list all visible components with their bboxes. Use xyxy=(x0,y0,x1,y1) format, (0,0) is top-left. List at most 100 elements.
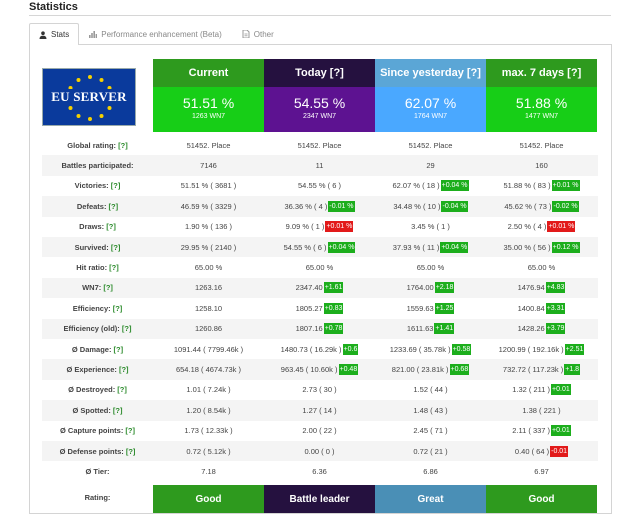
table-cell: 2.11 ( 337 ) +0.01 xyxy=(486,425,597,437)
cell-value: 2.11 ( 337 ) xyxy=(512,426,551,436)
table-cell: 1258.10 xyxy=(153,304,264,313)
row-label: Efficiency: [?] xyxy=(42,304,153,313)
cell-value: 1.32 ( 211 ) xyxy=(512,385,551,395)
cell-value: 963.45 ( 10.60k ) xyxy=(280,365,338,375)
help-link[interactable]: [?] xyxy=(107,263,119,273)
delta-positive-badge: +0.04 % xyxy=(327,241,356,253)
table-row: Ø Tier: 7.18 6.36 6.86 6.97 xyxy=(42,461,598,481)
table-cell: 1428.26 +3.79 xyxy=(486,323,597,335)
row-label: Ø Capture points: [?] xyxy=(42,426,153,435)
cell-value: 1480.73 ( 16.29k ) xyxy=(280,344,342,354)
rating-badge: Great xyxy=(375,485,486,513)
table-cell: 29.95 % ( 2140 ) xyxy=(153,243,264,252)
table-cell: 51452. Place xyxy=(153,141,264,150)
cell-value: 7.18 xyxy=(201,467,216,477)
delta-negative-badge: +0.01 % xyxy=(325,221,354,233)
column-header[interactable]: max. 7 days [?] xyxy=(486,59,597,87)
row-label: Survived: [?] xyxy=(42,243,153,252)
column-summary: 51.88 % 1477 WN7 xyxy=(486,87,597,132)
table-row: Defeats: [?] 46.59 % ( 3329 ) 36.36 % ( 4 … xyxy=(42,196,598,217)
rating-badge: Battle leader xyxy=(264,485,375,513)
table-cell: 51.51 % ( 3681 ) xyxy=(153,181,264,190)
user-icon xyxy=(39,30,47,39)
cell-value: 1805.27 xyxy=(295,303,323,313)
table-cell: 1.20 ( 8.54k ) xyxy=(153,406,264,415)
delta-negative-badge: -0.01 xyxy=(550,445,569,457)
help-link[interactable]: [?] xyxy=(104,222,116,232)
table-cell: 1091.44 ( 7799.46k ) xyxy=(153,345,264,354)
help-link[interactable]: [?] xyxy=(106,201,119,211)
cell-value: 821.00 ( 23.81k ) xyxy=(391,365,449,375)
cell-value: 29 xyxy=(426,161,435,171)
cell-value: 65.00 % xyxy=(527,263,556,273)
cell-value: 51.51 % ( 3681 ) xyxy=(180,181,237,191)
table-cell: 46.59 % ( 3329 ) xyxy=(153,202,264,211)
help-link[interactable]: [?] xyxy=(119,324,132,334)
row-label-text: Efficiency (old): xyxy=(63,324,120,334)
cell-value: 1.20 ( 8.54k ) xyxy=(186,405,231,415)
table-cell: 2.00 ( 22 ) xyxy=(264,426,375,435)
table-row: Global rating: [?] 51452. Place 51452. Pla… xyxy=(42,135,598,155)
table-row: Ø Destroyed: [?] 1.01 ( 7.24k ) 2.73 ( 30 … xyxy=(42,380,598,400)
table-cell: 6.86 xyxy=(375,467,486,476)
cell-value: 2.45 ( 71 ) xyxy=(413,426,448,436)
tab-performance-enhancement[interactable]: Performance enhancement (Beta) xyxy=(79,23,232,44)
help-link[interactable]: [?] xyxy=(115,385,127,395)
table-cell: 1.73 ( 12.33k ) xyxy=(153,426,264,435)
table-cell: 29 xyxy=(375,161,486,170)
help-link[interactable]: [?] xyxy=(116,365,129,375)
cell-value: 62.07 % ( 18 ) xyxy=(392,181,440,191)
row-label-text: Ø Spotted: xyxy=(72,405,111,415)
win-rate-value: 51.51 % xyxy=(182,95,235,111)
row-label-text: Draws: xyxy=(79,222,105,232)
table-row: Efficiency: [?] 1258.10 1805.27 +0.83 1559.6… xyxy=(42,298,598,318)
row-label: Ø Destroyed: [?] xyxy=(42,385,153,394)
cell-value: 34.48 % ( 10 ) xyxy=(393,201,441,211)
help-link[interactable]: [?] xyxy=(123,426,135,436)
table-cell: 963.45 ( 10.60k ) +0.48 xyxy=(264,364,375,376)
cell-value: 65.00 % xyxy=(305,263,334,273)
table-cell: 1559.63 +1.25 xyxy=(375,302,486,314)
delta-positive-badge: +0.04 % xyxy=(440,180,469,192)
help-link[interactable]: [?] xyxy=(108,181,121,191)
column-header[interactable]: Today [?] xyxy=(264,59,375,87)
row-label: Rating: xyxy=(84,493,111,502)
delta-positive-badge: +0.58 xyxy=(451,343,472,355)
table-cell: 1.32 ( 211 ) +0.01 xyxy=(486,384,597,396)
cell-value: 0.40 ( 64 ) xyxy=(514,446,550,456)
row-label: Ø Defense points: [?] xyxy=(42,447,153,456)
table-cell: 2.50 % ( 4 ) +0.01 % xyxy=(486,221,597,233)
table-cell: 1805.27 +0.83 xyxy=(264,302,375,314)
tab-stats[interactable]: Stats xyxy=(29,23,80,45)
column-header[interactable]: Since yesterday [?] xyxy=(375,59,486,87)
table-cell: 654.18 ( 4674.73k ) xyxy=(153,365,264,374)
row-label-text: Ø Tier: xyxy=(85,467,110,477)
row-label-text: Global rating: xyxy=(67,140,117,150)
table-cell: 6.97 xyxy=(486,467,597,476)
cell-value: 6.97 xyxy=(534,467,549,477)
help-link[interactable]: [?] xyxy=(101,283,113,293)
tab-other[interactable]: Other xyxy=(232,23,284,44)
cell-value: 1.90 % ( 136 ) xyxy=(184,222,233,232)
table-cell: 2.73 ( 30 ) xyxy=(264,385,375,394)
cell-value: 54.55 % ( 6 ) xyxy=(298,181,341,191)
help-link[interactable]: [?] xyxy=(123,446,136,456)
table-cell: 36.36 % ( 4 ) -0.01 % xyxy=(264,200,375,212)
cell-value: 65.00 % xyxy=(194,263,223,273)
help-link[interactable]: [?] xyxy=(110,405,123,415)
help-link[interactable]: [?] xyxy=(108,242,121,252)
table-row: Hit ratio: [?] 65.00 % 65.00 % 65.00 % 65.00… xyxy=(42,257,598,277)
help-link[interactable]: [?] xyxy=(110,303,123,313)
table-row: Ø Capture points: [?] 1.73 ( 12.33k ) 2.00… xyxy=(42,421,598,441)
table-cell: 51452. Place xyxy=(486,141,597,150)
help-link[interactable]: [?] xyxy=(111,344,124,354)
delta-positive-badge: +0.83 xyxy=(323,302,344,314)
win-rate-value: 54.55 % xyxy=(293,95,346,111)
column-summary: 62.07 % 1764 WN7 xyxy=(375,87,486,132)
table-cell: 51452. Place xyxy=(375,141,486,150)
row-label-text: Ø Experience: xyxy=(66,365,117,375)
cell-value: 9.09 % ( 1 ) xyxy=(285,222,325,232)
help-link[interactable]: [?] xyxy=(116,140,128,150)
cell-value: 1258.10 xyxy=(194,303,223,313)
row-label: Global rating: [?] xyxy=(42,141,153,150)
